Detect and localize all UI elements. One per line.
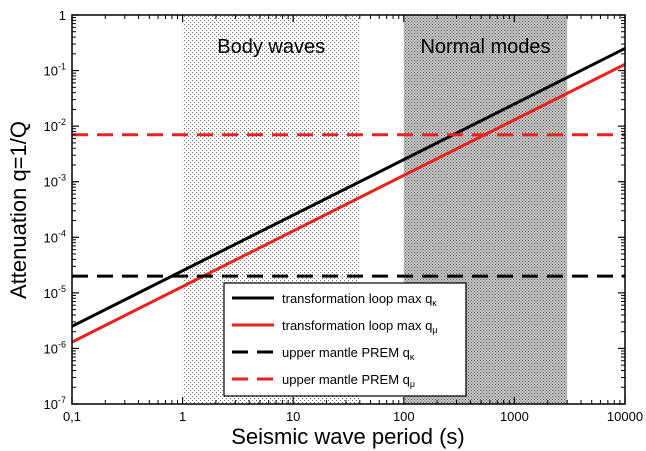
region-label-body-waves: Body waves [217,36,325,58]
y-tick-label: 10-4 [44,228,66,245]
series-line-2 [71,62,626,344]
y-tick-label: 10-6 [44,339,66,356]
legend-label-1: transformation loop max qκ [282,291,437,308]
legend-label-4: upper mantle PREM qμ [282,372,415,389]
y-axis-title: Attenuation q=1/Q [6,121,31,299]
x-tick-label: 1000 [500,409,529,424]
region-label-normal-modes: Normal modes [420,36,550,58]
x-axis-title: Seismic wave period (s) [231,424,465,449]
y-tick-label: 10-3 [44,173,66,190]
x-tick-label: 0,1 [63,409,81,424]
x-tick-label: 10 [286,409,300,424]
y-tick-label: 10-1 [44,62,66,79]
series-line-1 [71,47,626,328]
legend-label-2: transformation loop max qμ [282,318,437,335]
y-tick-label: 10-5 [44,284,66,301]
x-tick-label: 10000 [607,409,643,424]
plot-frame [71,14,626,405]
y-tick-label: 1 [59,8,66,23]
x-tick-label: 1 [179,409,186,424]
legend: transformation loop max qκ transformation… [223,282,467,397]
y-tick-label: 10-7 [44,395,66,412]
x-tick-label: 100 [393,409,415,424]
y-tick-label: 10-2 [44,117,66,134]
legend-box [223,282,467,397]
legend-label-3: upper mantle PREM qκ [282,345,415,362]
